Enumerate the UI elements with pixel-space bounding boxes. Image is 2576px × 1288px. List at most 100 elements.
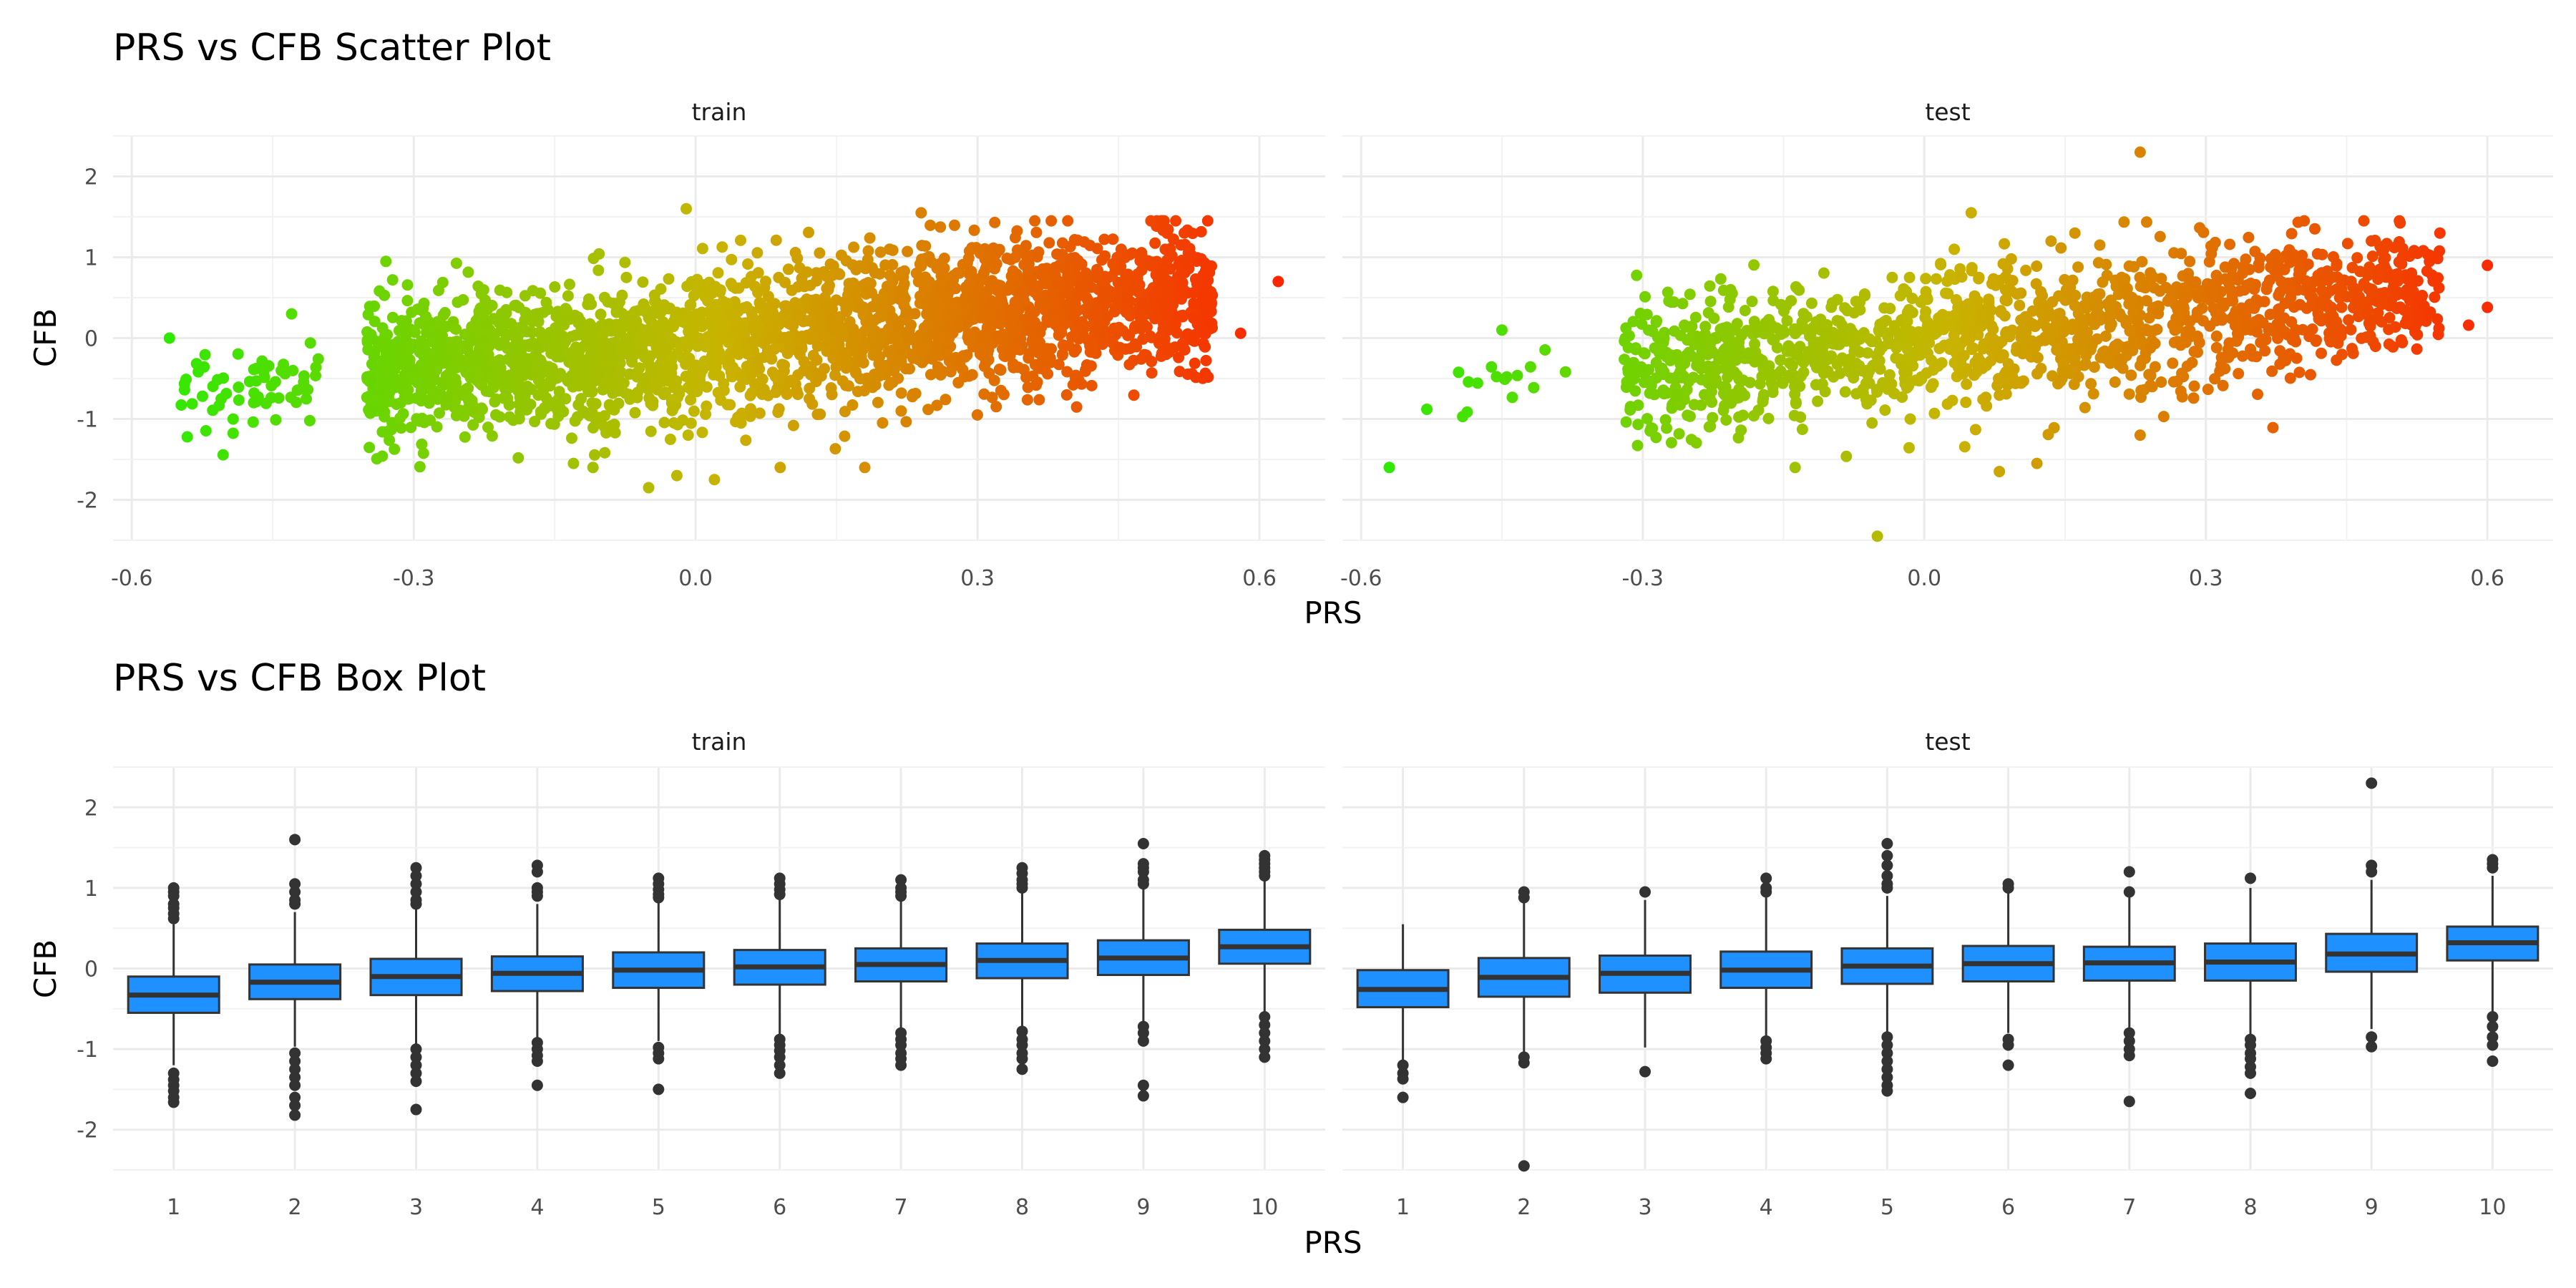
scatter-point	[1975, 356, 1987, 368]
scatter-point	[1175, 281, 1187, 293]
x-tick-label: 0.6	[1242, 566, 1277, 591]
scatter-point	[1737, 409, 1749, 421]
scatter-point	[638, 372, 650, 384]
scatter-point	[2314, 296, 2326, 308]
scatter-point	[1793, 284, 1805, 296]
scatter-point	[569, 358, 580, 371]
scatter-point	[227, 413, 239, 425]
scatter-point	[598, 421, 610, 433]
box-3	[369, 862, 463, 1116]
scatter-point	[607, 380, 618, 392]
scatter-point	[2134, 271, 2146, 283]
scatter-point	[702, 316, 714, 328]
scatter-point	[1833, 338, 1845, 351]
scatter-point	[764, 332, 776, 344]
scatter-point	[670, 469, 683, 482]
scatter-point	[1636, 318, 1648, 330]
scatter-point	[995, 280, 1006, 292]
scatter-point	[1922, 347, 1933, 359]
scatter-point	[199, 348, 211, 361]
scatter-point	[872, 396, 884, 409]
outlier-point	[410, 1067, 422, 1079]
scatter-point	[519, 306, 532, 318]
outlier-point	[2002, 1039, 2014, 1051]
scatter-point	[2433, 322, 2445, 334]
outlier-point	[1259, 870, 1271, 882]
scatter-point	[726, 253, 738, 265]
scatter-point	[1028, 286, 1040, 298]
scatter-point	[835, 249, 847, 261]
scatter-point	[2181, 291, 2192, 303]
scatter-point	[1053, 275, 1065, 288]
scatter-point	[832, 315, 844, 327]
scatter-point	[2341, 291, 2353, 303]
scatter-point	[1662, 286, 1674, 298]
scatter-point	[1720, 332, 1732, 343]
scatter-point	[1060, 389, 1073, 401]
scatter-point	[663, 273, 675, 285]
scatter-point	[2155, 376, 2167, 388]
scatter-point	[1920, 273, 1932, 285]
outlier-point	[1760, 886, 1772, 898]
scatter-point	[841, 359, 853, 371]
scatter-point	[1080, 267, 1092, 279]
scatter-point	[1742, 347, 1755, 359]
scatter-point	[761, 311, 773, 323]
scatter-point	[1631, 439, 1644, 452]
scatter-point	[1097, 291, 1109, 303]
outlier-point	[2487, 1055, 2499, 1067]
scatter-point	[2351, 252, 2363, 264]
scatter-point	[2069, 300, 2081, 312]
scatter-point	[1941, 398, 1953, 410]
scatter-point	[785, 374, 797, 386]
scatter-point	[513, 413, 525, 425]
scatter-point	[1804, 330, 1816, 342]
scatter-point	[805, 369, 816, 381]
scatter-point	[1121, 269, 1133, 281]
scatter-point	[892, 336, 904, 348]
scatter-point	[900, 416, 912, 428]
scatter-point	[1704, 337, 1717, 349]
scatter-point	[992, 305, 1003, 317]
scatter-point	[1161, 280, 1174, 293]
scatter-point	[701, 331, 713, 343]
outlier-point	[289, 1099, 301, 1111]
scatter-point	[2292, 216, 2304, 228]
scatter-point	[1025, 307, 1037, 319]
scatter-point	[942, 334, 954, 346]
scatter-point	[1682, 409, 1694, 421]
scatter-point	[218, 372, 230, 384]
scatter-point	[629, 348, 641, 361]
scatter-point	[2069, 227, 2081, 239]
scatter-point	[384, 395, 396, 407]
scatter-point	[1539, 344, 1551, 356]
scatter-point	[1111, 302, 1123, 314]
scatter-point	[573, 328, 585, 341]
scatter-point	[904, 363, 915, 375]
outlier-point	[531, 866, 543, 878]
scatter-point	[1383, 462, 1395, 474]
scatter-point	[2051, 344, 2063, 356]
scatter-point	[368, 351, 380, 363]
outlier-point	[289, 1063, 301, 1075]
outlier-point	[1881, 1031, 1893, 1043]
box-y-axis-title: CFB	[28, 940, 63, 998]
scatter-point	[550, 351, 562, 363]
scatter-point	[1746, 296, 1758, 308]
scatter-point	[2285, 291, 2297, 303]
scatter-point	[1093, 311, 1105, 323]
scatter-point	[2411, 275, 2424, 287]
outlier-point	[410, 1103, 422, 1116]
outlier-point	[1518, 1160, 1530, 1172]
scatter-point	[966, 369, 978, 381]
box-1	[1356, 924, 1450, 1103]
scatter-point	[800, 280, 812, 292]
scatter-point	[1022, 261, 1034, 273]
scatter-point	[1883, 369, 1896, 381]
scatter-point	[1748, 259, 1760, 271]
scatter-point	[1822, 365, 1834, 377]
scatter-point	[696, 243, 708, 255]
scatter-point	[200, 425, 212, 436]
outlier-point	[1016, 1039, 1028, 1051]
scatter-point	[442, 369, 454, 381]
